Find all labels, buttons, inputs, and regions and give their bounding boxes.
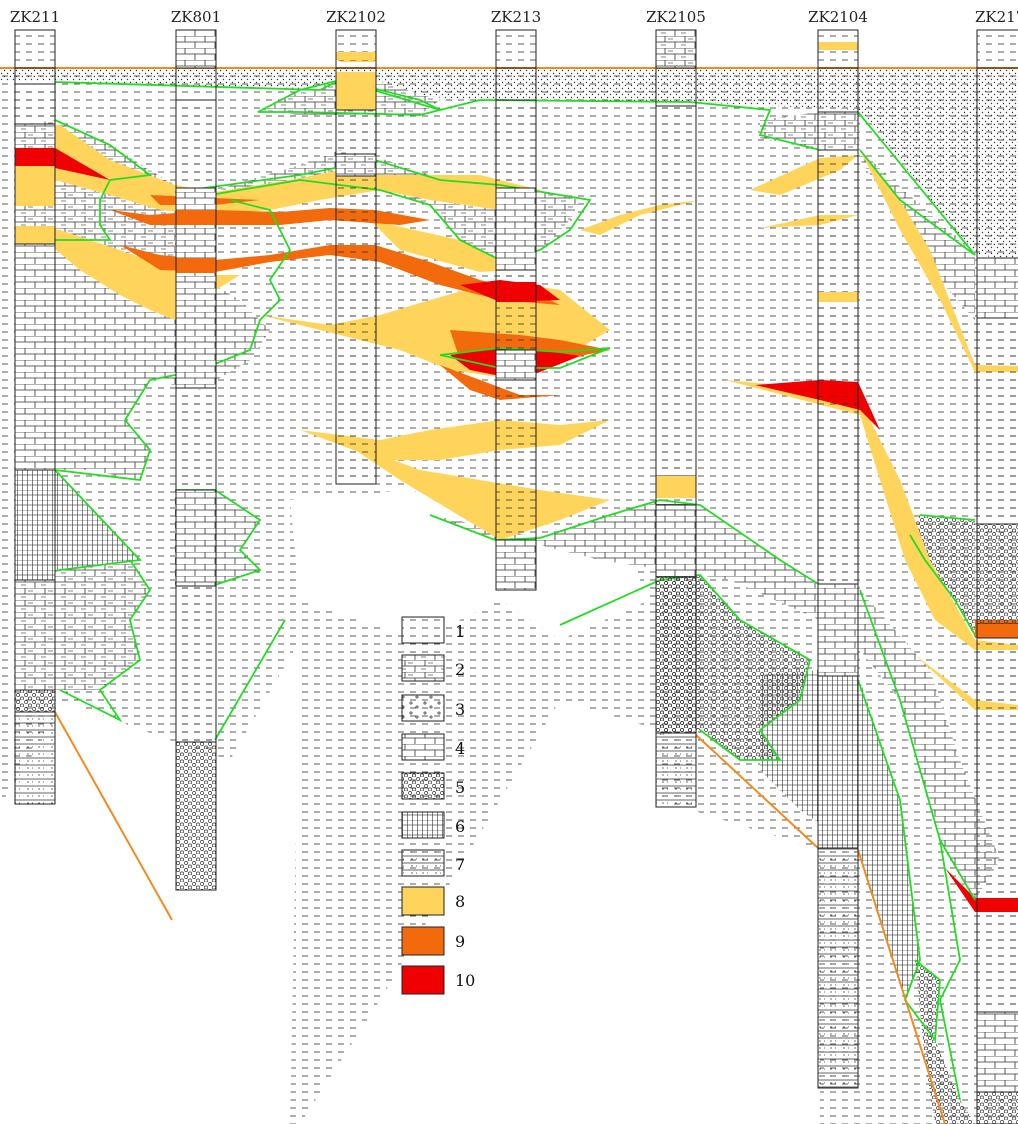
legend-item: 4 xyxy=(401,733,465,761)
borehole-zk2104[interactable] xyxy=(817,29,859,1089)
legend-item: 2 xyxy=(401,654,465,682)
conglomerate-body xyxy=(915,960,975,1124)
borehole-label: ZK213 xyxy=(491,8,541,26)
legend-label: 8 xyxy=(455,892,465,911)
quaternary-cover xyxy=(0,68,1018,260)
legend-label: 9 xyxy=(455,932,465,951)
legend-label: 7 xyxy=(455,855,465,874)
borehole-columns xyxy=(14,29,1018,1124)
borehole-label: ZK217 xyxy=(975,8,1018,26)
legend-item: 9 xyxy=(401,926,465,956)
legend-label: 3 xyxy=(455,700,465,719)
legend-item: 5 xyxy=(401,772,465,800)
legend-item: 3 xyxy=(401,694,465,722)
borehole-label: ZK2104 xyxy=(808,8,868,26)
legend-item: 7 xyxy=(401,849,465,877)
legend: 1 2 3 4 5 6 7 8 xyxy=(401,616,475,995)
legend-item: 10 xyxy=(401,965,475,995)
legend-item: 6 xyxy=(401,811,465,839)
legend-item: 1 xyxy=(401,616,465,644)
borehole-labels: ZK211 ZK801 ZK2102 ZK213 ZK2105 ZK2104 Z… xyxy=(10,8,1018,26)
legend-label: 2 xyxy=(455,660,465,679)
borehole-zk2102[interactable] xyxy=(335,29,377,485)
unfilled-area xyxy=(300,700,820,1124)
legend-label: 4 xyxy=(455,739,465,758)
legend-item: 8 xyxy=(401,886,465,916)
legend-label: 5 xyxy=(455,778,465,797)
legend-label: 10 xyxy=(455,971,475,990)
conglomerate-body xyxy=(660,575,810,760)
legend-label: 6 xyxy=(455,817,465,836)
borehole-zk217[interactable] xyxy=(976,29,1018,1124)
borehole-zk801[interactable] xyxy=(175,29,217,891)
borehole-zk211[interactable] xyxy=(14,29,56,805)
borehole-zk213[interactable] xyxy=(495,29,537,591)
borehole-label: ZK211 xyxy=(10,8,60,26)
unfilled-area xyxy=(290,490,650,640)
borehole-label: ZK2105 xyxy=(646,8,706,26)
borehole-zk2105[interactable] xyxy=(655,29,697,808)
borehole-label: ZK801 xyxy=(171,8,221,26)
borehole-label: ZK2102 xyxy=(326,8,386,26)
legend-label: 1 xyxy=(455,622,465,641)
